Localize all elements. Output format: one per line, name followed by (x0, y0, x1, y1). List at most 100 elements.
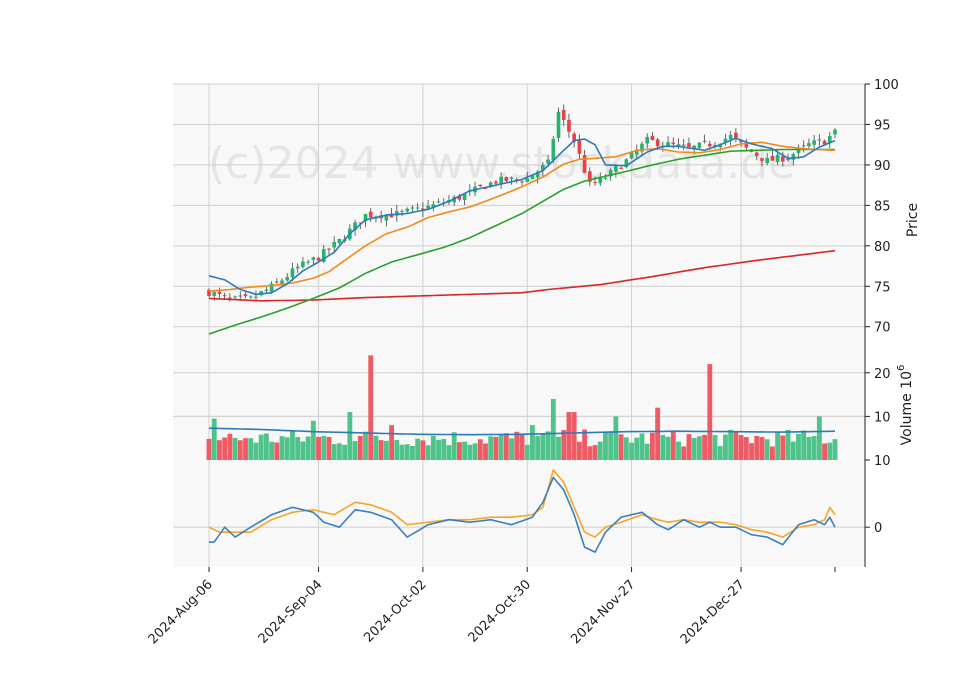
candle-body (624, 159, 629, 168)
volume-bar (790, 441, 796, 460)
volume-bar (618, 434, 624, 460)
candle-body (363, 213, 368, 222)
volume-bar (696, 436, 702, 460)
volume-average-line (208, 427, 836, 436)
volume-bar (649, 432, 655, 460)
price-tick-label: 90 (874, 159, 891, 174)
candle-body (457, 195, 462, 200)
candle-body (582, 155, 587, 173)
volume-bar (222, 437, 228, 460)
volume-bar (728, 429, 734, 460)
candle-body (546, 159, 550, 164)
volume-bar (305, 436, 311, 460)
volume-bar (284, 437, 290, 460)
volume-bar (352, 441, 358, 460)
volume-bar (816, 416, 822, 460)
candle-body (796, 147, 801, 154)
volume-bar (430, 435, 436, 460)
volume-bar (206, 438, 212, 460)
price-tick-label: 70 (874, 321, 891, 336)
ma-long-line (208, 148, 835, 335)
volume-bar (801, 430, 807, 460)
candle-body (619, 167, 623, 169)
candle-body (353, 222, 357, 230)
volume-bar (467, 444, 473, 460)
volume-bar (743, 437, 749, 460)
candle-body (577, 140, 582, 154)
candle-body (551, 139, 556, 161)
volume-bar (248, 438, 254, 460)
candle-body (786, 158, 790, 160)
candle-body (734, 132, 738, 139)
candle-body (327, 248, 331, 250)
candle-body (629, 152, 634, 159)
volume-bar (608, 431, 614, 460)
candle-body (781, 156, 785, 162)
volume-bar (629, 442, 634, 460)
candle-body (681, 144, 686, 146)
candle-body (217, 291, 222, 294)
volume-bar (420, 440, 426, 460)
volume-bar (540, 434, 546, 460)
volume-bar (441, 438, 447, 460)
volume-bar (749, 443, 754, 460)
volume-bar (477, 439, 483, 460)
candle-body (358, 222, 363, 224)
candle-body (222, 295, 227, 297)
volume-bar (665, 436, 671, 460)
volume-bar (832, 439, 838, 460)
volume-bar (524, 444, 530, 460)
ma-short-line (208, 137, 836, 296)
volume-tick-label: 10 (874, 410, 891, 425)
volume-bar (347, 412, 353, 460)
candle-body (822, 140, 827, 145)
candle-body (488, 182, 493, 187)
candle-body (614, 165, 618, 172)
candle-body (655, 139, 660, 147)
candle-body (801, 145, 806, 147)
candle-body (687, 143, 691, 147)
volume-bar (545, 431, 551, 460)
volume-bar (811, 436, 817, 460)
ma-200-line (208, 249, 836, 302)
volume-bar (613, 416, 619, 460)
candle-body (483, 188, 488, 190)
candle-body (394, 211, 399, 216)
candle-body (707, 143, 712, 147)
volume-bar (269, 441, 275, 460)
volume-bar (258, 434, 264, 460)
volume-bar (326, 436, 332, 460)
volume-bar (634, 437, 640, 460)
volume-bar (503, 433, 509, 460)
candle-body (368, 211, 373, 218)
volume-bar (211, 418, 217, 460)
volume-bar (723, 434, 728, 460)
volume-bar (780, 435, 786, 460)
volume-bar (436, 439, 441, 460)
volume-bar (550, 398, 556, 460)
candle-body (702, 140, 707, 142)
osc-tick-label: 0 (874, 521, 882, 536)
candle-body (436, 201, 441, 203)
volume-bar (451, 432, 457, 460)
candle-body (254, 296, 258, 298)
candle-body (389, 213, 394, 218)
volume-bar (295, 437, 301, 460)
volume-bar (310, 420, 316, 460)
volume-bar (383, 440, 389, 460)
volume-bar (300, 441, 306, 460)
volume-bar (561, 430, 567, 460)
volume-bar (681, 446, 687, 460)
volume-bar (253, 442, 259, 460)
volume-bar (514, 431, 520, 460)
volume-bar (331, 444, 337, 460)
volume-bar (785, 429, 791, 460)
x-tick-label: 2024-Sep-04 (256, 577, 326, 647)
volume-bar (623, 437, 629, 460)
volume-bar (389, 425, 395, 460)
candle-body (400, 210, 404, 212)
candle-body (567, 119, 571, 132)
volume-bar (535, 436, 541, 460)
volume-bar (571, 412, 577, 460)
candle-body (290, 268, 295, 278)
